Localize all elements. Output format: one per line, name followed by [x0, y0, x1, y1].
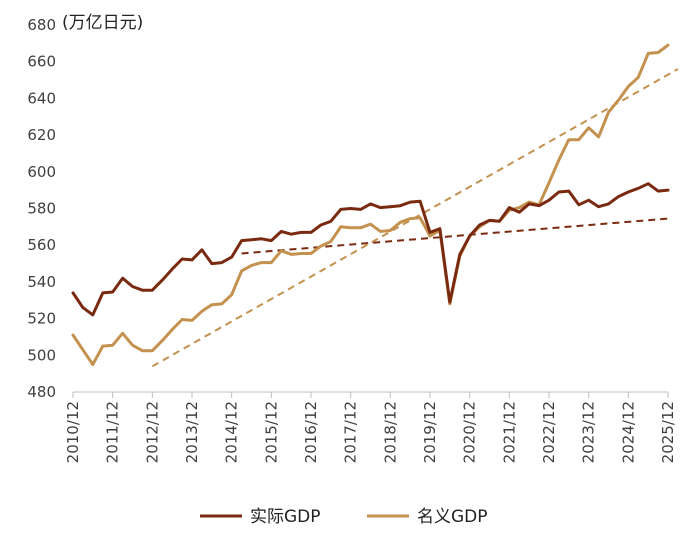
x-tick-label: 2023/12	[580, 401, 598, 463]
y-tick-label: 620	[27, 126, 56, 144]
y-tick-label: 580	[27, 200, 56, 218]
x-tick-label: 2020/12	[461, 401, 479, 463]
x-tick-label: 2022/12	[540, 401, 558, 463]
trend-line	[241, 217, 669, 255]
series-line	[71, 43, 670, 366]
y-tick-label: 560	[27, 236, 56, 254]
y-tick-label: 660	[27, 53, 56, 71]
x-tick-label: 2021/12	[500, 401, 518, 463]
y-tick-label: 520	[27, 310, 56, 328]
x-tick-label: 2019/12	[421, 401, 439, 463]
x-tick-label: 2012/12	[143, 401, 161, 463]
x-axis: 2010/12 2011/12 2012/12 2013/12 2014/12 2015/…	[64, 391, 677, 463]
x-tick-label: 2014/12	[223, 401, 241, 463]
x-tick-label: 2010/12	[64, 401, 82, 463]
y-tick-label: 540	[27, 273, 56, 291]
y-tick-label: 480	[27, 383, 56, 401]
x-tick-label: 2025/12	[659, 401, 677, 463]
legend-label: 名义GDP	[417, 507, 488, 527]
legend-label: 实际GDP	[250, 507, 321, 527]
x-tick-label: 2016/12	[302, 401, 320, 463]
y-axis: 480 500 520 540 560 580 600 620 640 660 680	[27, 16, 56, 401]
y-tick-label: 500	[27, 346, 56, 364]
series-line	[71, 182, 670, 317]
y-axis-unit-label: (万亿日元)	[62, 13, 143, 33]
x-tick-label: 2013/12	[183, 401, 201, 463]
series-lines	[71, 43, 670, 366]
y-tick-label: 600	[27, 163, 56, 181]
y-tick-label: 640	[27, 89, 56, 107]
x-tick-label: 2017/12	[342, 401, 360, 463]
y-tick-label: 680	[27, 16, 56, 34]
x-tick-label: 2011/12	[104, 401, 122, 463]
x-tick-label: 2024/12	[619, 401, 637, 463]
legend: 实际GDP 名义GDP	[200, 507, 488, 527]
x-tick-label: 2018/12	[381, 401, 399, 463]
x-tick-label: 2015/12	[262, 401, 280, 463]
